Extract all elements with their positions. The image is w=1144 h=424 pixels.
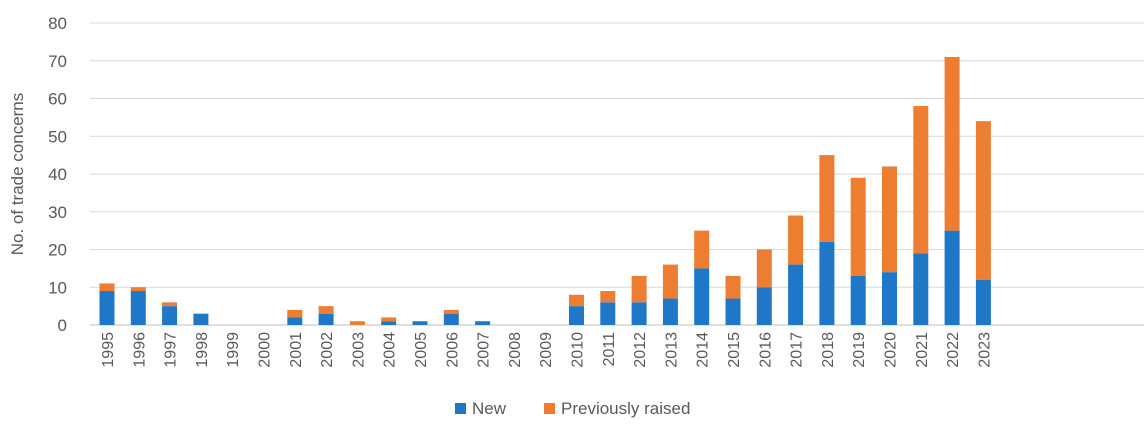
x-tick-label: 2010	[570, 332, 587, 368]
legend-swatch-new	[455, 403, 466, 414]
bar-new	[975, 279, 991, 325]
bar-new	[788, 264, 804, 325]
x-tick-label: 1998	[194, 332, 211, 368]
bar-previously-raised	[882, 166, 897, 273]
bar-new	[756, 287, 772, 325]
bar-previously-raised	[975, 121, 991, 280]
x-tick-label: 2016	[757, 332, 774, 368]
bar-new	[819, 241, 835, 325]
bar-previously-raised	[913, 106, 929, 254]
bar-previously-raised	[443, 309, 459, 314]
legend-swatch-previously-raised	[544, 403, 555, 414]
bar-new	[475, 321, 491, 325]
x-tick-label: 2000	[257, 332, 274, 368]
y-tick-label: 20	[48, 241, 67, 260]
bar-previously-raised	[662, 264, 678, 299]
x-tick-label: 2006	[444, 332, 461, 368]
bar-new	[412, 321, 428, 325]
bar-new	[318, 313, 334, 325]
x-tick-label: 2005	[413, 332, 430, 368]
y-tick-label: 0	[58, 316, 67, 335]
bar-new	[694, 268, 710, 325]
x-tick-label: 2021	[914, 332, 931, 368]
x-axis-ticks: 1995 1996 1997 1998 1999 2000 2001 2002 2003 2004…	[100, 332, 993, 368]
bar-previously-raised	[944, 56, 960, 231]
bar-new	[381, 321, 397, 325]
bar-previously-raised	[850, 177, 866, 276]
bar-new	[662, 298, 678, 325]
bar-new	[99, 291, 115, 325]
x-tick-label: 2008	[507, 332, 524, 368]
x-tick-label: 2007	[476, 332, 493, 368]
x-tick-label: 2002	[319, 332, 336, 368]
bar-previously-raised	[162, 302, 178, 307]
x-tick-label: 2013	[663, 332, 680, 368]
x-tick-label: 2001	[288, 332, 305, 368]
x-tick-label: 1996	[131, 332, 148, 368]
bar-new	[443, 313, 459, 325]
gridlines	[90, 22, 1144, 326]
bar-new	[130, 291, 146, 325]
bar-new	[162, 306, 178, 325]
x-tick-label: 2019	[851, 332, 868, 368]
legend-label-previously-raised: Previously raised	[561, 399, 690, 418]
y-tick-label: 40	[48, 165, 67, 184]
y-tick-label: 30	[48, 203, 67, 222]
bar-previously-raised	[694, 230, 710, 269]
x-tick-label: 2012	[632, 332, 649, 368]
bar-previously-raised	[318, 306, 334, 314]
x-tick-label: 2023	[976, 332, 993, 368]
bar-new	[725, 298, 741, 325]
bar-new	[882, 272, 897, 325]
legend-label-new: New	[472, 399, 507, 418]
y-tick-label: 60	[48, 90, 67, 109]
y-tick-label: 80	[48, 14, 67, 33]
x-tick-label: 2017	[789, 332, 806, 368]
x-tick-label: 2015	[726, 332, 743, 368]
bar-previously-raised	[631, 275, 647, 303]
y-tick-label: 50	[48, 127, 67, 146]
bar-previously-raised	[99, 283, 115, 292]
y-axis-ticks: 0 10 20 30 40 50 60 70 80	[48, 14, 67, 335]
x-tick-label: 2003	[350, 332, 367, 368]
bar-new	[193, 313, 209, 325]
bar-new	[569, 306, 584, 325]
bar-previously-raised	[756, 249, 772, 288]
x-tick-label: 2014	[695, 332, 712, 368]
bar-new	[287, 317, 303, 325]
y-tick-label: 10	[48, 278, 67, 297]
bar-new	[850, 275, 866, 325]
bar-previously-raised	[819, 155, 835, 242]
bar-previously-raised	[600, 291, 616, 303]
bar-new	[944, 230, 960, 325]
x-tick-label: 1995	[100, 332, 117, 368]
bar-previously-raised	[381, 317, 397, 322]
y-axis-title: No. of trade concerns	[8, 93, 27, 256]
x-tick-label: 2022	[945, 332, 962, 368]
bar-previously-raised	[130, 287, 146, 292]
x-tick-label: 2020	[883, 332, 900, 368]
bars	[99, 56, 991, 325]
x-tick-label: 2018	[820, 332, 837, 368]
bar-previously-raised	[287, 309, 303, 318]
x-tick-label: 1999	[225, 332, 242, 368]
x-tick-label: 2011	[601, 332, 618, 367]
bar-new	[631, 302, 647, 325]
y-tick-label: 70	[48, 52, 67, 71]
bar-new	[600, 302, 616, 325]
x-tick-label: 2009	[538, 332, 555, 368]
legend: New Previously raised	[455, 399, 690, 418]
x-tick-label: 2004	[382, 332, 399, 368]
bar-new	[913, 253, 929, 325]
bar-previously-raised	[349, 321, 365, 325]
bar-previously-raised	[788, 215, 804, 265]
x-tick-label: 1997	[163, 332, 180, 368]
bar-previously-raised	[725, 275, 741, 299]
bar-previously-raised	[569, 294, 584, 307]
